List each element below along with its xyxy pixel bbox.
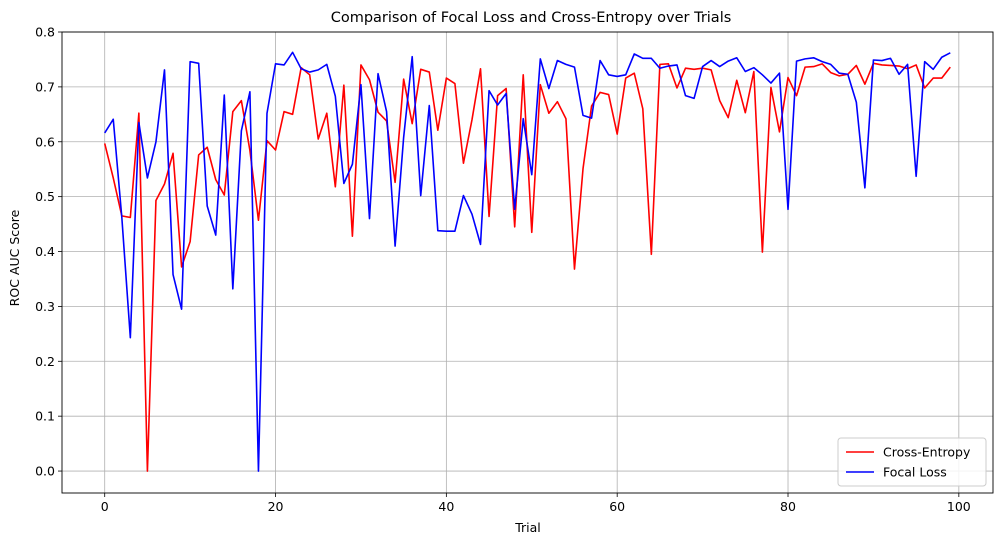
x-tick-label: 20 xyxy=(268,499,284,514)
series-line-focal-loss xyxy=(104,51,951,472)
legend: Cross-Entropy Focal Loss xyxy=(837,437,987,487)
plot-frame xyxy=(61,31,994,494)
legend-label-focal-loss: Focal Loss xyxy=(883,465,947,480)
y-tick-label: 0.0 xyxy=(35,464,55,479)
x-tick-label: 80 xyxy=(780,499,796,514)
y-tick-label: 0.3 xyxy=(35,299,55,314)
x-tick-label: 60 xyxy=(609,499,625,514)
series-line-cross-entropy xyxy=(103,62,951,472)
x-tick-label: 0 xyxy=(101,499,109,514)
legend-box xyxy=(837,437,987,487)
y-tick-label: 0.4 xyxy=(35,244,55,259)
series-lines xyxy=(103,51,951,472)
chart-title: Comparison of Focal Loss and Cross-Entro… xyxy=(331,10,732,26)
legend-label-cross-entropy: Cross-Entropy xyxy=(883,445,971,460)
axis-ticks: 0 20 40 60 80 100 0.0 0.1 0.2 0.3 0.4 0.5 0.6 0.7 0.8 xyxy=(35,25,971,515)
y-tick-label: 0.5 xyxy=(35,189,55,204)
y-tick-label: 0.8 xyxy=(35,25,55,40)
y-axis-label: ROC AUC Score xyxy=(7,209,22,306)
y-tick-label: 0.6 xyxy=(35,134,55,149)
x-tick-label: 100 xyxy=(947,499,971,514)
y-tick-label: 0.2 xyxy=(35,354,55,369)
x-axis-label: Trial xyxy=(514,520,541,535)
y-tick-label: 0.1 xyxy=(35,409,55,424)
x-tick-label: 40 xyxy=(438,499,454,514)
y-tick-label: 0.7 xyxy=(35,79,55,94)
